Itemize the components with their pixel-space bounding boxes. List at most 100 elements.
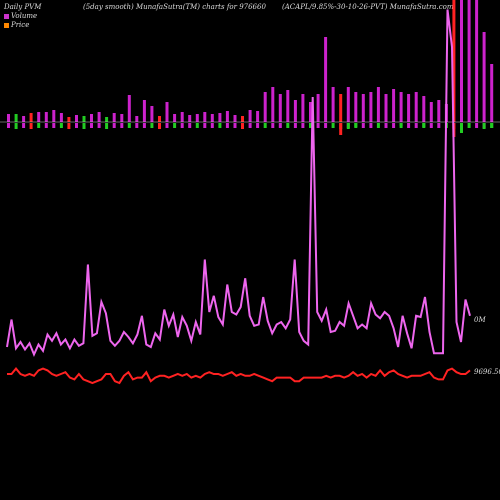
volume-bar	[384, 94, 388, 122]
volume-bar	[173, 114, 177, 122]
volume-bar	[14, 114, 18, 122]
volume-bar	[286, 90, 290, 122]
volume-bar	[376, 87, 380, 122]
volume-bar-down	[346, 123, 350, 129]
volume-bar	[203, 112, 207, 122]
volume-bar-stub	[67, 123, 71, 129]
volume-bar	[346, 87, 350, 122]
volume-bar	[210, 114, 214, 122]
volume-bar-stub	[29, 123, 33, 129]
volume-bar-stub	[324, 123, 328, 128]
volume-bar-stub	[82, 123, 86, 129]
chart-header-middle: (5day smooth) MunafaSutra(TM) charts for…	[83, 3, 266, 11]
volume-bar	[399, 92, 403, 122]
volume-bar	[414, 92, 418, 122]
volume-bar	[135, 116, 139, 122]
volume-bar-stub	[233, 123, 237, 128]
volume-bar	[256, 111, 260, 122]
volume-bar	[271, 87, 275, 122]
volume-bar-down	[422, 123, 426, 127]
volume-bar-stub	[97, 123, 101, 128]
volume-bar	[490, 64, 494, 122]
volume-bar	[475, 0, 479, 122]
volume-bar-stub	[309, 123, 312, 128]
volume-bar	[180, 112, 184, 122]
volume-bar	[105, 117, 109, 122]
legend-volume: Volume	[4, 12, 37, 20]
volume-bar	[354, 92, 358, 122]
legend-price: Price	[4, 21, 29, 29]
volume-bar-stub	[407, 123, 411, 128]
volume-bar-stub	[37, 123, 41, 128]
volume-bar-down	[399, 123, 403, 126]
volume-bar-stub	[188, 123, 192, 128]
volume-bar	[112, 113, 116, 122]
volume-bar-stub	[241, 123, 244, 129]
volume-bar	[331, 87, 335, 122]
volume-bar-stub	[429, 123, 433, 128]
legend-price-label: Price	[11, 21, 30, 29]
volume-bar	[29, 113, 33, 122]
volume-bar	[407, 94, 411, 122]
volume-bar	[22, 116, 26, 122]
volume-bar	[233, 115, 237, 122]
price-axis-label: 9696.50	[474, 368, 500, 376]
volume-bar-stub	[369, 123, 373, 128]
volume-bar-stub	[180, 123, 184, 128]
volume-bar	[278, 94, 282, 122]
volume-bar-stub	[256, 123, 260, 128]
volume-bar-stub	[316, 123, 320, 128]
volume-bar	[7, 114, 10, 122]
volume-bar-stub	[158, 123, 161, 129]
volume-bar-stub	[195, 123, 199, 128]
volume-bar-stub	[218, 123, 222, 128]
volume-bar-stub	[7, 123, 10, 128]
volume-bar-down	[339, 123, 343, 135]
volume-bar-stub	[361, 123, 365, 128]
volume-bar-stub	[376, 123, 380, 128]
volume-bar-stub	[225, 123, 229, 128]
volume-bar	[452, 0, 456, 122]
volume-bar-stub	[59, 123, 63, 128]
volume-bar	[67, 117, 71, 122]
volume-bar	[165, 102, 169, 122]
volume-bars	[7, 0, 494, 137]
volume-bar-stub	[203, 123, 207, 128]
volume-bar-stub	[263, 123, 267, 128]
volume-bar-stub	[75, 123, 78, 128]
volume-bar	[52, 110, 56, 122]
volume-bar	[361, 94, 365, 122]
volume-bar	[142, 100, 146, 122]
volume-bar-stub	[248, 123, 252, 128]
volume-bar	[44, 112, 48, 122]
volume-bar-stub	[437, 123, 441, 128]
volume-bar	[59, 113, 63, 122]
volume-bar-stub	[150, 123, 154, 128]
volume-bar-down	[354, 123, 358, 127]
volume-bar	[392, 89, 396, 122]
volume-bar	[218, 113, 222, 122]
volume-bar-stub	[301, 123, 305, 128]
volume-bar	[127, 95, 131, 122]
volume-bar	[90, 114, 93, 122]
volume-bar	[293, 100, 297, 122]
volume-bar	[482, 32, 486, 122]
volume-bar-stub	[44, 123, 48, 128]
volume-line	[6, 9, 471, 358]
volume-axis-label: 0M	[474, 316, 486, 324]
volume-bar	[120, 114, 124, 122]
volume-bar-stub	[278, 123, 282, 128]
volume-bar-stub	[331, 123, 335, 128]
volume-bar	[188, 115, 192, 122]
volume-bar	[429, 102, 433, 122]
price-line	[7, 367, 471, 385]
volume-bar	[422, 96, 426, 122]
volume-bar	[339, 94, 343, 122]
volume-bar	[82, 116, 86, 122]
volume-bar-stub	[467, 123, 471, 128]
volume-bar-stub	[414, 123, 418, 128]
volume-bar	[195, 114, 199, 122]
volume-bar	[301, 94, 305, 122]
volume-bar	[37, 112, 41, 122]
